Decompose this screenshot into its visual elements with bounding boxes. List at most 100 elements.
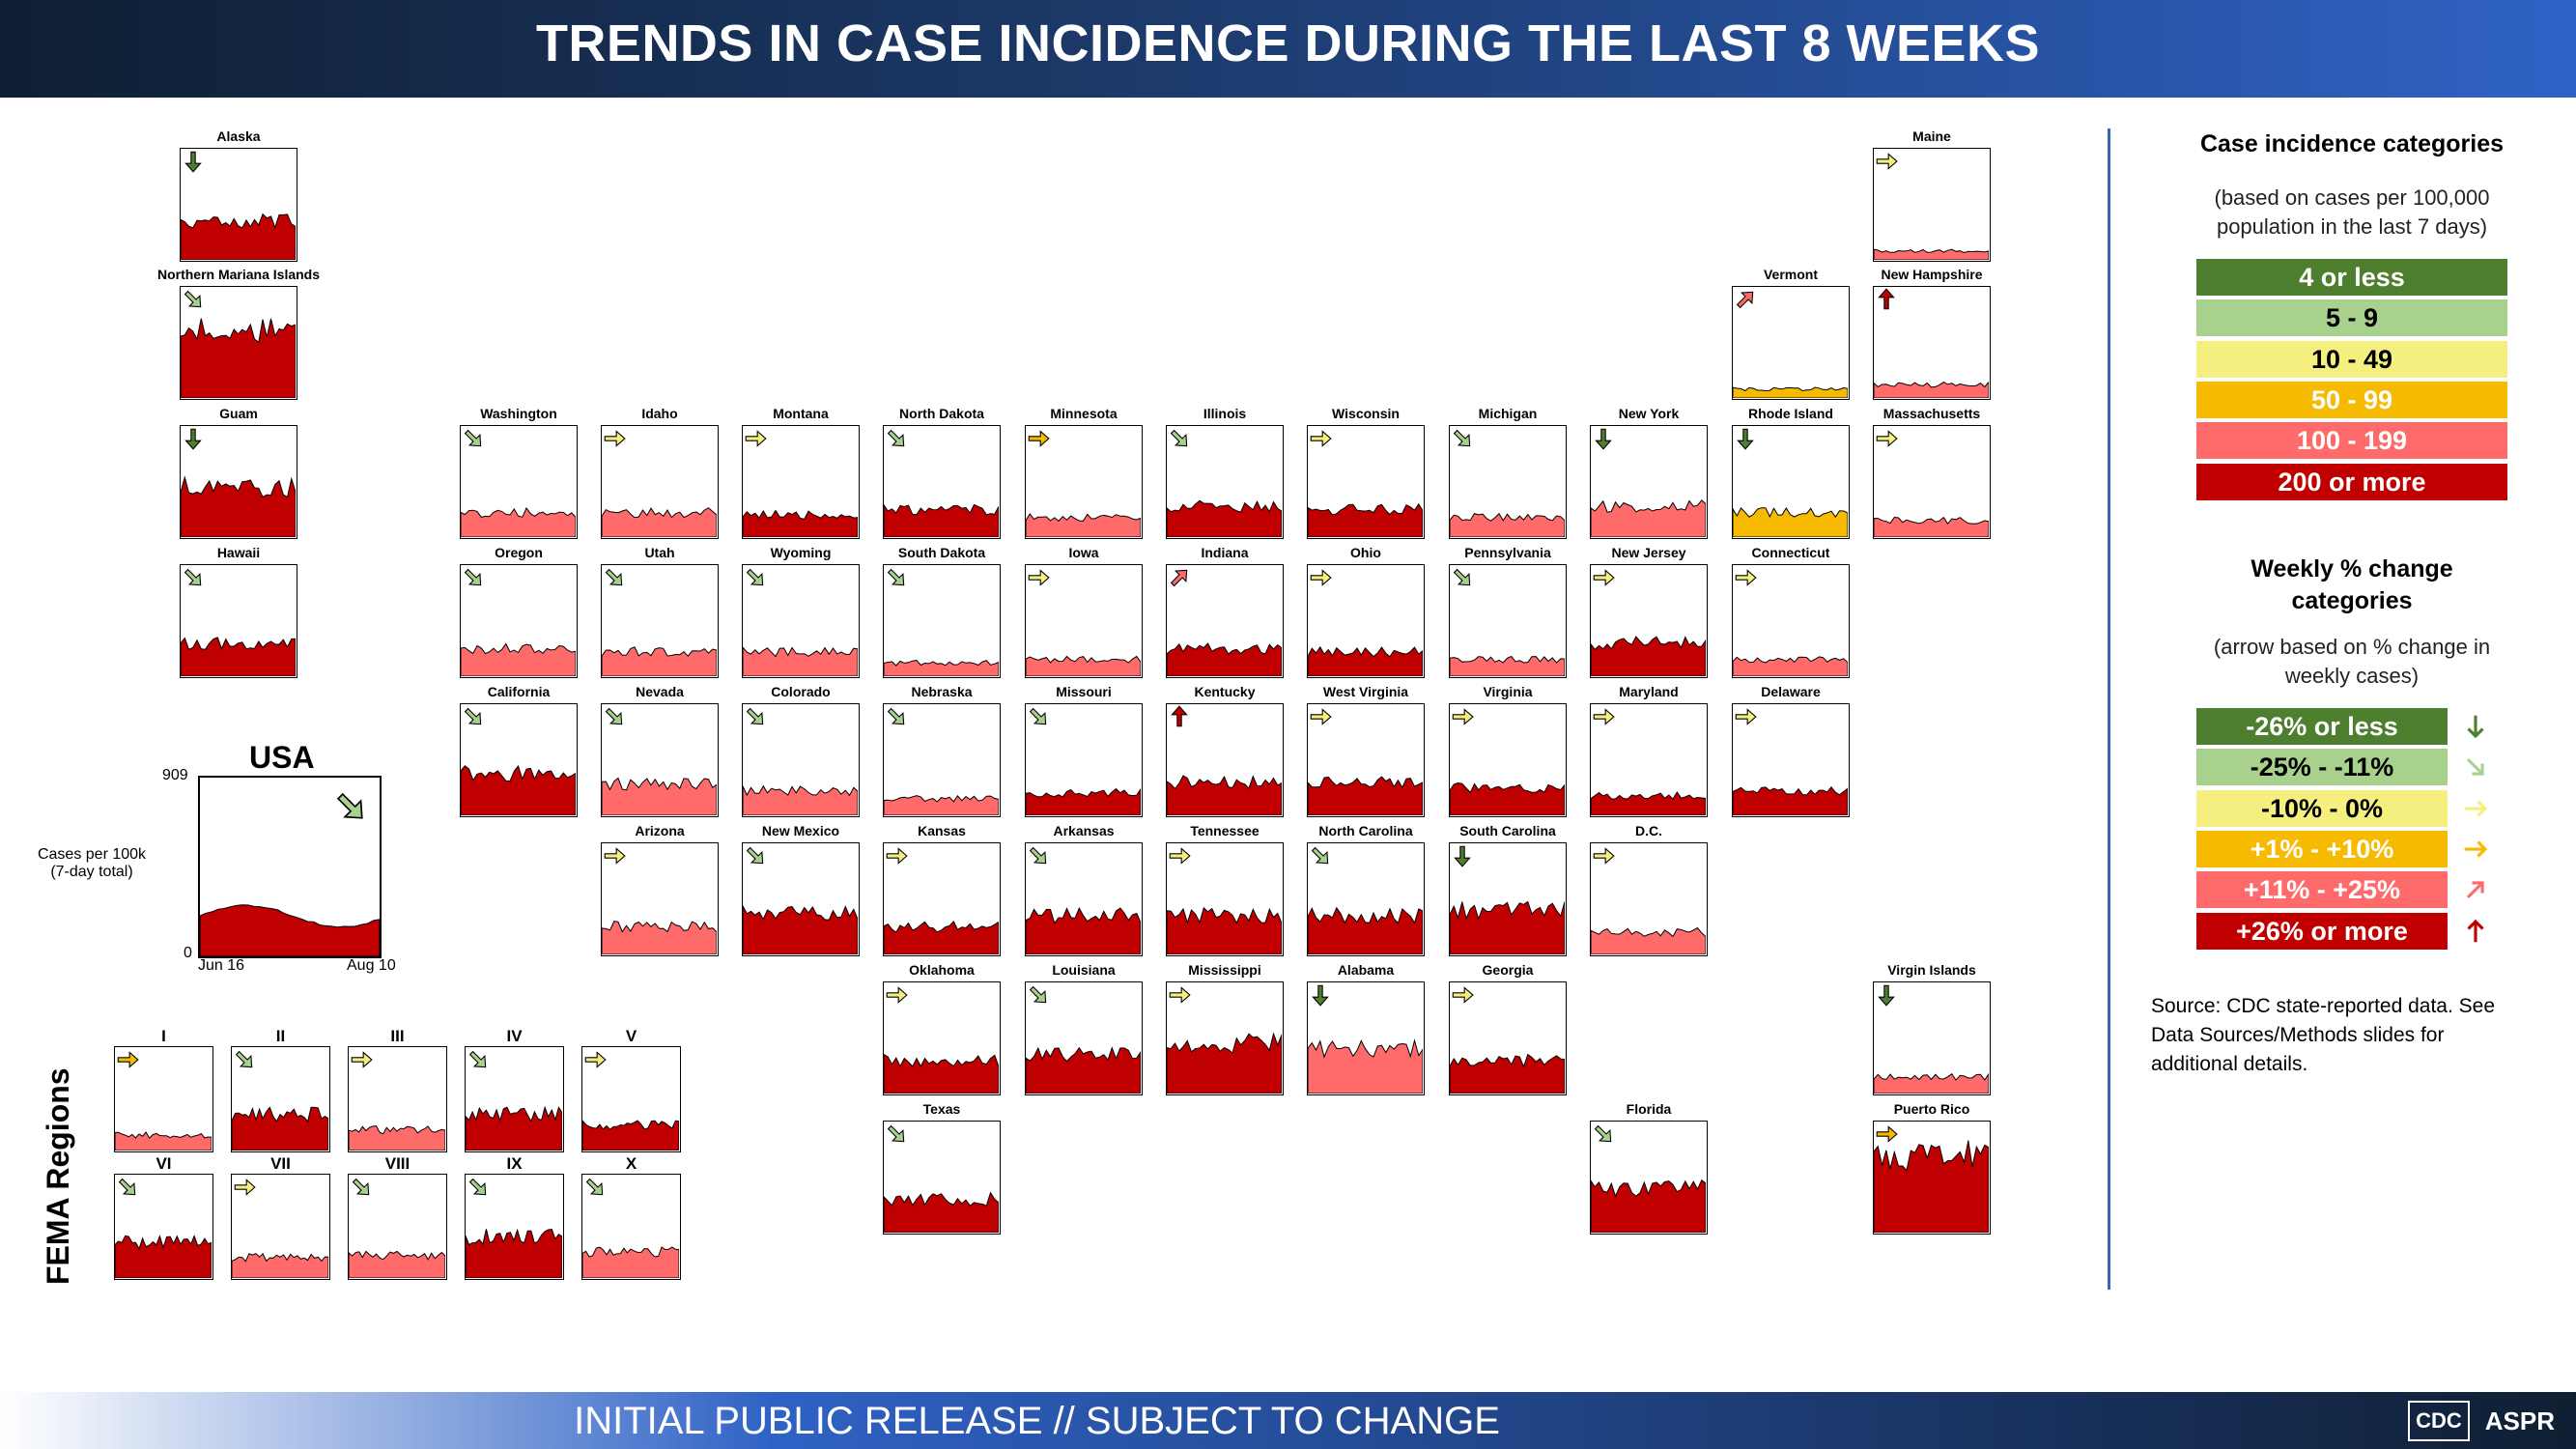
tile-label: Colorado <box>771 684 831 699</box>
trend-tile <box>1873 286 1991 400</box>
trend-arrow-icon <box>118 1178 136 1196</box>
tile-label: Tennessee <box>1190 823 1260 838</box>
trend-tile <box>1873 981 1991 1095</box>
trend-arrow-icon <box>1171 705 1188 727</box>
trend-arrow-icon <box>468 1050 487 1068</box>
trend-area <box>1733 786 1848 815</box>
trend-tile <box>180 425 297 539</box>
trend-tile <box>883 842 1001 956</box>
trend-arrow-icon <box>1028 430 1050 447</box>
trend-arrow-icon <box>585 1178 604 1196</box>
trend-arrow-icon <box>184 428 202 450</box>
trend-tile <box>460 564 578 678</box>
tile-label: Ohio <box>1350 545 1381 560</box>
trend-tile <box>1732 286 1850 400</box>
trend-tile <box>114 1046 213 1152</box>
trend-area <box>1874 1140 1989 1233</box>
trend-arrow-icon <box>464 429 482 447</box>
trend-arrow-icon <box>1593 847 1615 865</box>
page-title: TRENDS IN CASE INCIDENCE DURING THE LAST… <box>535 14 2041 72</box>
trend-arrow-icon <box>1878 288 1895 310</box>
trend-arrow-icon <box>1876 430 1898 447</box>
trend-arrow-icon <box>1453 429 1471 447</box>
header-bar: TRENDS IN CASE INCIDENCE DURING THE LAST… <box>0 0 2576 98</box>
trend-tile <box>348 1046 447 1152</box>
trend-tile <box>1590 703 1708 817</box>
trend-tile <box>1025 842 1143 956</box>
trend-arrow-icon <box>746 568 764 586</box>
trend-area <box>1591 636 1706 676</box>
trend-arrow-icon <box>886 986 908 1004</box>
trend-tile <box>465 1046 564 1152</box>
tile-label: Kentucky <box>1194 684 1256 699</box>
trend-arrow-icon <box>1454 845 1471 867</box>
trend-arrow-icon <box>1593 708 1615 725</box>
tile-label: I <box>161 1027 166 1045</box>
trend-arrow-icon <box>1735 708 1757 725</box>
usa-trend-arrow-icon <box>336 792 363 819</box>
trend-arrow-icon <box>351 1051 373 1068</box>
trend-area <box>884 503 999 537</box>
tile-label: Kansas <box>918 823 966 838</box>
trend-tile <box>1166 981 1284 1095</box>
tile-label: Wisconsin <box>1332 406 1400 421</box>
trend-tile <box>1025 703 1143 817</box>
tile-label: Oklahoma <box>909 962 975 978</box>
tile-label: New Jersey <box>1611 545 1686 560</box>
trend-area <box>743 509 858 537</box>
trend-tile <box>1590 1121 1708 1235</box>
tile-label: III <box>390 1027 405 1045</box>
trend-arrow-icon <box>604 430 626 447</box>
trend-arrow-icon <box>464 707 482 725</box>
tile-label: California <box>487 684 551 699</box>
tile-label: Utah <box>644 545 675 560</box>
trend-tile <box>1449 703 1567 817</box>
trend-area <box>1450 900 1565 954</box>
trend-arrow-icon <box>1170 569 1188 587</box>
tile-label: Connecticut <box>1751 545 1830 560</box>
source-note: Source: CDC state-reported data. See Dat… <box>2151 995 2496 1075</box>
change-category: -25% - -11% <box>2196 749 2448 786</box>
tile-label: Iowa <box>1068 545 1099 560</box>
tile-label: X <box>625 1154 637 1173</box>
change-category: -10% - 0% <box>2196 789 2448 827</box>
trend-tile <box>180 286 297 400</box>
trend-tile <box>1307 703 1425 817</box>
tile-label: Virginia <box>1483 684 1533 699</box>
trend-area <box>1308 906 1423 954</box>
trend-area <box>602 646 717 676</box>
trend-area <box>181 213 296 260</box>
trend-area <box>1591 1179 1706 1233</box>
trend-area <box>582 1246 679 1278</box>
trend-area <box>884 1191 999 1233</box>
change-arrow-icon <box>2461 875 2490 904</box>
tile-label: Pennsylvania <box>1464 545 1551 560</box>
trend-area <box>884 794 999 815</box>
trend-tile <box>742 842 860 956</box>
trend-area <box>466 1105 562 1151</box>
trend-area <box>1167 499 1282 537</box>
trend-area <box>602 507 717 537</box>
tile-label: West Virginia <box>1322 684 1409 699</box>
tile-label: IV <box>506 1027 523 1045</box>
trend-area <box>1167 906 1282 954</box>
trend-arrow-icon <box>352 1178 370 1196</box>
trend-arrow-icon <box>184 151 202 173</box>
trend-arrow-icon <box>1311 846 1329 865</box>
trend-tile <box>114 1174 213 1280</box>
tile-label: Minnesota <box>1050 406 1118 421</box>
trend-tile <box>581 1174 681 1280</box>
change-arrow-icon <box>2461 794 2490 823</box>
trend-arrow-icon <box>1029 846 1047 865</box>
trend-area <box>1026 1046 1141 1094</box>
trend-area <box>349 1250 445 1278</box>
aspr-logo: ASPR <box>2484 1406 2555 1435</box>
legend-title-change: Weekly % change categories <box>2250 555 2453 614</box>
trend-arrow-icon <box>746 707 764 725</box>
incidence-category: 50 - 99 <box>2196 381 2507 418</box>
trend-tile <box>1307 425 1425 539</box>
trend-tile <box>465 1174 564 1280</box>
tile-label: D.C. <box>1635 823 1662 838</box>
trend-arrow-icon <box>117 1051 139 1068</box>
trend-tile <box>460 425 578 539</box>
